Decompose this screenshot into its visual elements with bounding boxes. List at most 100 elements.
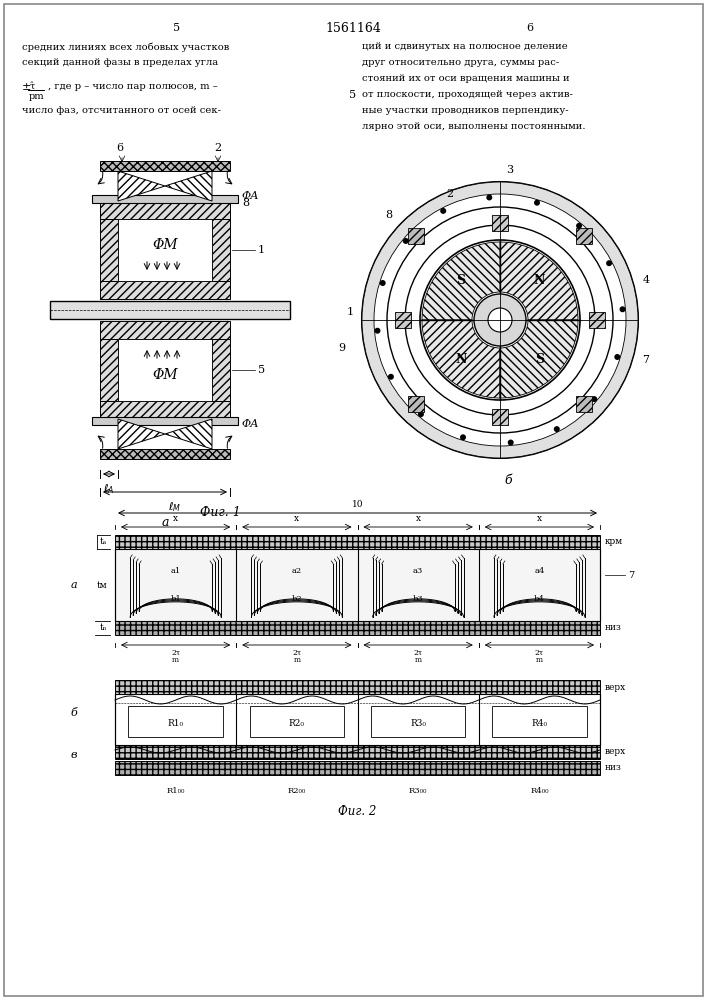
- Bar: [100, 281, 230, 299]
- Circle shape: [508, 440, 514, 446]
- Text: 9: 9: [339, 343, 346, 353]
- Bar: [407, 228, 423, 244]
- Circle shape: [606, 260, 612, 266]
- Circle shape: [474, 294, 526, 346]
- Bar: [115, 535, 600, 549]
- Circle shape: [460, 434, 466, 440]
- Circle shape: [554, 426, 560, 432]
- Bar: [115, 761, 600, 775]
- Text: 2: 2: [214, 143, 221, 153]
- Circle shape: [375, 328, 380, 334]
- Text: 7: 7: [628, 570, 634, 580]
- Bar: [407, 396, 423, 412]
- Text: ΦА: ΦА: [242, 191, 259, 201]
- Text: от плоскости, проходящей через актив-: от плоскости, проходящей через актив-: [362, 90, 573, 99]
- Text: верх: верх: [605, 748, 626, 756]
- Text: 2: 2: [446, 189, 454, 199]
- Text: R2₀₀: R2₀₀: [288, 787, 306, 795]
- Text: Фиг. 2: Фиг. 2: [339, 805, 377, 818]
- Bar: [212, 219, 230, 281]
- Text: N: N: [455, 353, 467, 366]
- Bar: [115, 621, 600, 635]
- Bar: [92, 417, 238, 425]
- Text: , где р – число пар полюсов, m –: , где р – число пар полюсов, m –: [48, 82, 218, 91]
- Text: стояний их от оси вращения машины и: стояний их от оси вращения машины и: [362, 74, 570, 83]
- Circle shape: [362, 182, 638, 458]
- Text: N: N: [534, 274, 545, 287]
- Text: a3: a3: [413, 567, 423, 575]
- Text: R1₀₀: R1₀₀: [166, 787, 185, 795]
- Bar: [576, 228, 592, 244]
- Text: секций данной фазы в пределах угла: секций данной фазы в пределах угла: [22, 58, 218, 67]
- Bar: [115, 745, 600, 759]
- Wedge shape: [422, 242, 500, 320]
- Text: друг относительно друга, суммы рас-: друг относительно друга, суммы рас-: [362, 58, 559, 67]
- Text: низ: низ: [605, 764, 622, 772]
- Bar: [50, 301, 290, 319]
- Bar: [115, 680, 600, 694]
- Bar: [118, 339, 212, 401]
- Text: число фаз, отсчитанного от осей сек-: число фаз, отсчитанного от осей сек-: [22, 106, 221, 115]
- Text: Фиг. 1: Фиг. 1: [199, 506, 240, 519]
- Text: 1: 1: [346, 307, 354, 317]
- Polygon shape: [118, 419, 165, 449]
- Bar: [395, 312, 411, 328]
- Text: m: m: [414, 656, 421, 664]
- Text: x: x: [294, 514, 300, 523]
- Text: ±: ±: [22, 82, 31, 92]
- Bar: [100, 219, 118, 281]
- Text: R1₀: R1₀: [168, 719, 184, 728]
- Text: 8: 8: [385, 210, 392, 220]
- Circle shape: [387, 207, 613, 433]
- Polygon shape: [118, 171, 165, 201]
- Text: 2τ: 2τ: [292, 649, 301, 657]
- Bar: [100, 201, 230, 219]
- Circle shape: [440, 208, 446, 214]
- Bar: [100, 321, 230, 339]
- Bar: [115, 549, 600, 621]
- Text: ΦА: ΦА: [242, 419, 259, 429]
- Text: 10: 10: [352, 500, 363, 509]
- Circle shape: [534, 200, 540, 206]
- Text: R3₀: R3₀: [410, 719, 426, 728]
- Text: 2τ: 2τ: [171, 649, 180, 657]
- Text: 8: 8: [242, 198, 249, 208]
- Text: R4₀: R4₀: [532, 719, 547, 728]
- Text: S: S: [456, 274, 465, 287]
- Text: x: x: [537, 514, 542, 523]
- Text: $\ell_М$: $\ell_М$: [168, 500, 182, 514]
- Circle shape: [576, 223, 582, 229]
- Text: pm: pm: [29, 92, 45, 101]
- Bar: [118, 219, 212, 281]
- Text: a4: a4: [534, 567, 544, 575]
- Bar: [212, 339, 230, 401]
- Text: τ̂: τ̂: [30, 82, 35, 91]
- Text: лярно этой оси, выполнены постоянными.: лярно этой оси, выполнены постоянными.: [362, 122, 585, 131]
- Text: 6: 6: [527, 23, 534, 33]
- Text: а: а: [161, 516, 169, 529]
- Circle shape: [591, 396, 597, 402]
- Wedge shape: [500, 320, 578, 398]
- Text: 5: 5: [349, 90, 356, 100]
- Text: верх: верх: [605, 682, 626, 692]
- Text: b3: b3: [413, 595, 423, 603]
- Bar: [492, 215, 508, 231]
- Polygon shape: [165, 419, 212, 449]
- Text: ций и сдвинутых на полюсное деление: ций и сдвинутых на полюсное деление: [362, 42, 568, 51]
- Text: 1561164: 1561164: [325, 21, 381, 34]
- Bar: [100, 401, 230, 419]
- Text: tₐ: tₐ: [100, 538, 107, 546]
- Text: 2τ: 2τ: [414, 649, 423, 657]
- Text: 2τ: 2τ: [534, 649, 544, 657]
- Text: tₙ: tₙ: [100, 624, 107, 633]
- Text: b4: b4: [534, 595, 545, 603]
- Circle shape: [420, 240, 580, 400]
- Text: б: б: [70, 708, 77, 718]
- Text: 5: 5: [258, 365, 265, 375]
- Text: x: x: [416, 514, 421, 523]
- Text: $\ell_А$: $\ell_А$: [103, 482, 115, 496]
- Text: m: m: [293, 656, 300, 664]
- Text: R2₀: R2₀: [289, 719, 305, 728]
- Text: x: x: [173, 514, 178, 523]
- Text: крм: крм: [605, 538, 623, 546]
